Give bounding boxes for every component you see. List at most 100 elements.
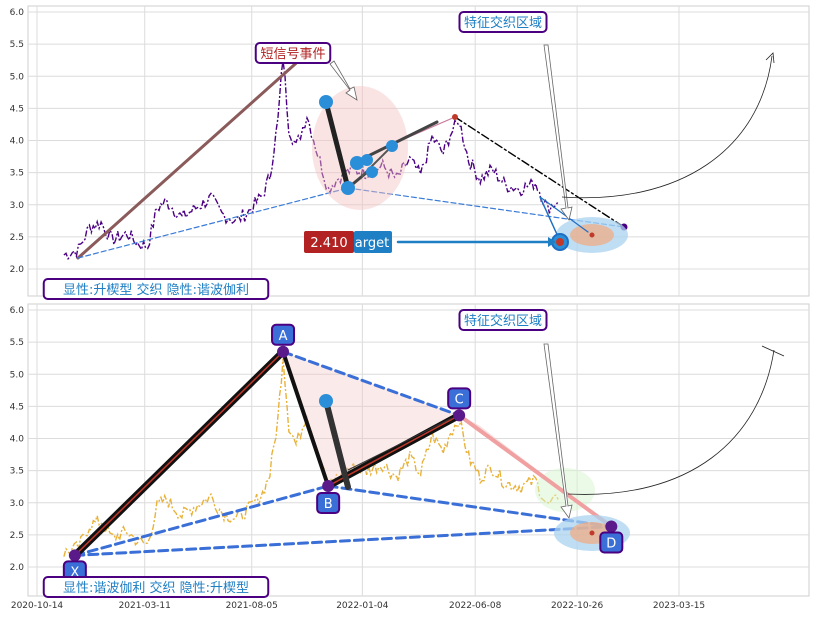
harmonic-leg	[457, 413, 614, 529]
point-label-box	[271, 323, 296, 346]
point-label-text: C	[455, 392, 464, 407]
y-tick-label: 6.0	[10, 306, 25, 316]
y-tick-label: 3.5	[10, 169, 24, 179]
pivot-dot	[361, 154, 373, 166]
pattern-point	[453, 409, 466, 422]
point-label-c: C	[447, 387, 472, 410]
x-tick-label: 2020-10-14	[11, 601, 64, 611]
harmonic-dashed-line	[326, 484, 613, 529]
y-tick-label: 5.5	[10, 40, 24, 50]
projection-arc	[567, 349, 775, 495]
point-label-text: A	[279, 329, 288, 344]
wedge-line	[347, 417, 453, 471]
pattern-point	[68, 549, 81, 562]
y-tick-label: 4.5	[10, 402, 24, 412]
point-label-box	[447, 387, 472, 410]
y-tick-label: 6.0	[10, 8, 25, 18]
event-label-box	[254, 42, 332, 64]
x-tick-label: 2022-01-04	[336, 601, 389, 611]
projection-arc	[561, 55, 773, 199]
pivot-dot	[319, 394, 333, 408]
y-tick-label: 3.0	[10, 499, 25, 509]
target-value-box	[304, 231, 354, 253]
zone-label-top-text: 特征交织区域	[464, 15, 542, 31]
point-label-b: B	[316, 492, 341, 515]
y-tick-label: 2.0	[10, 265, 25, 275]
callout-arrow	[543, 343, 573, 519]
point-label-text: D	[606, 537, 616, 552]
x-tick-label: 2023-03-15	[653, 601, 705, 611]
event-label-text: 短信号事件	[260, 47, 325, 62]
harmonic-dashed-line	[73, 484, 330, 557]
projection-arc-head	[765, 52, 775, 64]
callout-arrow	[543, 44, 573, 221]
pivot-dot	[341, 181, 355, 195]
pattern-point	[605, 520, 618, 533]
target-value-text: 2.410	[310, 236, 347, 251]
zone-label-top-box	[458, 11, 548, 33]
pattern-label-top-box	[42, 278, 270, 300]
wedge-leg	[323, 99, 351, 191]
zone-label-top: 特征交织区域	[458, 11, 548, 33]
y-tick-label: 5.5	[10, 338, 24, 348]
y-tick-label: 2.0	[10, 563, 25, 573]
target-marker-core	[556, 238, 564, 246]
target-zone-center	[589, 232, 595, 238]
harmonic-leg-core	[74, 351, 284, 557]
pattern-label-bottom-box	[42, 576, 270, 598]
wedge-leg	[323, 398, 351, 490]
y-tick-label: 4.5	[10, 104, 24, 114]
y-tick-label: 4.0	[10, 435, 25, 445]
point-label-box	[599, 531, 624, 554]
target-zone-center	[589, 530, 595, 536]
zone-label-bottom-text: 特征交织区域	[464, 313, 542, 329]
event-label: 短信号事件	[254, 42, 332, 64]
y-tick-label: 3.5	[10, 467, 24, 477]
harmonic-dashed-line	[73, 525, 613, 557]
point-label-d: D	[599, 531, 624, 554]
y-tick-label: 4.0	[10, 137, 25, 147]
projection-arc-head	[761, 345, 785, 357]
pattern-label-bottom-text: 显性:谐波伽利 交织 隐性:升楔型	[63, 580, 249, 596]
point-label-box	[316, 492, 341, 515]
target-text-box	[354, 231, 392, 253]
point-label-a: A	[271, 323, 296, 346]
callout-arrow	[329, 60, 358, 101]
y-tick-label: 2.5	[10, 233, 24, 243]
zone-label-bottom-box	[458, 309, 548, 331]
harmonic-dashed-line	[281, 350, 461, 417]
y-tick-label: 5.0	[10, 370, 25, 380]
x-tick-label: 2022-06-08	[449, 601, 502, 611]
trend-line-up	[76, 55, 305, 260]
pattern-point	[277, 345, 290, 358]
pivot-dot	[452, 114, 458, 120]
pivot-dot	[386, 140, 398, 152]
harmonic-leg-core	[327, 414, 460, 487]
x-tick-label: 2022-10-26	[551, 601, 604, 611]
y-tick-label: 5.0	[10, 72, 25, 82]
target-text: arget	[355, 236, 389, 251]
x-tick-label: 2021-03-11	[119, 601, 171, 611]
highlight-ellipse	[312, 86, 408, 210]
pattern-label-top: 显性:升楔型 交织 隐性:谐波伽利	[42, 278, 270, 300]
pivot-dot	[366, 166, 378, 178]
y-tick-label: 3.0	[10, 201, 25, 211]
harmonic-leg	[281, 349, 331, 489]
target-arrow-head	[548, 237, 556, 247]
y-tick-label: 2.5	[10, 531, 24, 541]
pivot-dot	[350, 156, 364, 170]
target-leg	[539, 196, 589, 233]
pivot-dot	[319, 95, 333, 109]
zone-label-bottom: 特征交织区域	[458, 309, 548, 331]
point-label-text: X	[70, 565, 79, 580]
pattern-point	[322, 480, 335, 493]
x-tick-label: 2021-08-05	[226, 601, 278, 611]
support-line	[77, 187, 349, 259]
price-series-line	[63, 60, 559, 261]
pattern-label-top-text: 显性:升楔型 交织 隐性:谐波伽利	[63, 282, 249, 298]
projection-line	[454, 116, 625, 228]
point-label-text: B	[324, 497, 333, 512]
harmonic-zone	[283, 351, 460, 487]
